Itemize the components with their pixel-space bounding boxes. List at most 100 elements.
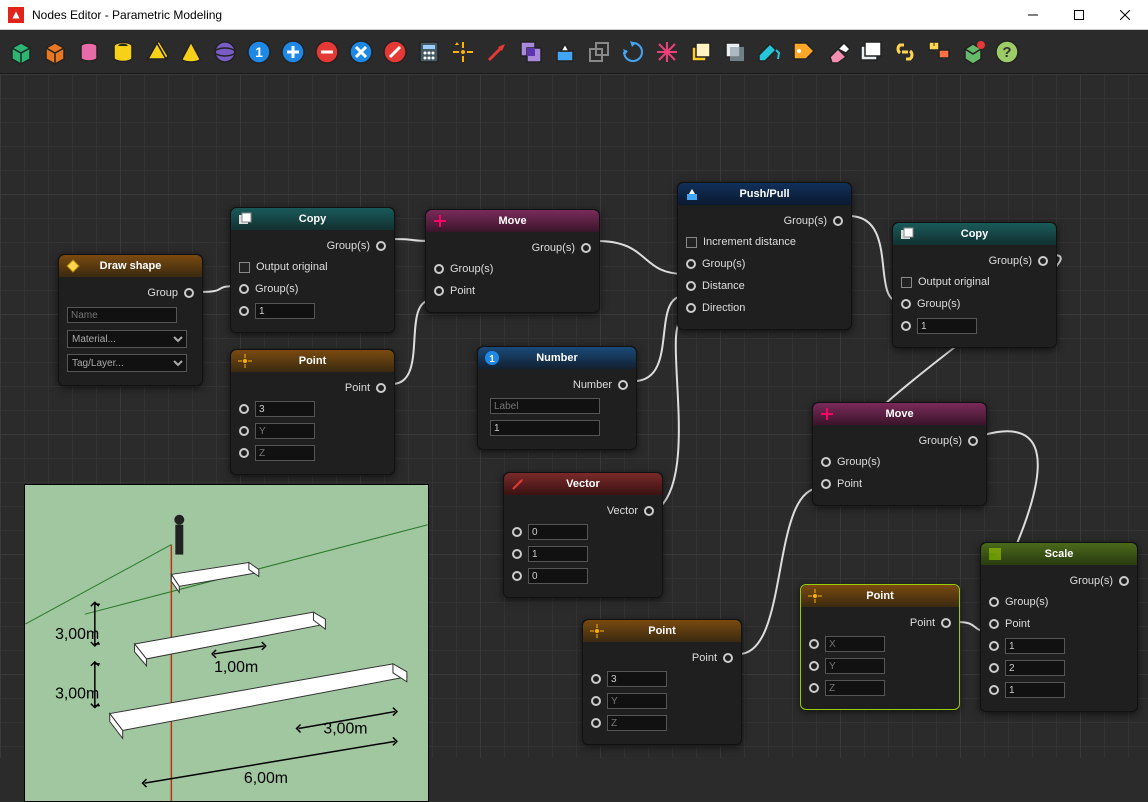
value-input[interactable] <box>607 671 667 687</box>
input-socket[interactable] <box>809 683 819 693</box>
input-socket[interactable] <box>989 641 999 651</box>
output-socket[interactable] <box>833 216 843 226</box>
output-socket[interactable] <box>618 380 628 390</box>
tool-subtract[interactable] <box>312 37 342 67</box>
input-socket[interactable] <box>901 299 911 309</box>
tool-comment[interactable] <box>924 37 954 67</box>
output-socket[interactable] <box>184 288 194 298</box>
node-scale1[interactable]: Scale Group(s)Group(s)Point <box>980 542 1138 712</box>
value-input[interactable] <box>255 445 315 461</box>
input-socket[interactable] <box>591 674 601 684</box>
node-header[interactable]: Move <box>426 210 599 232</box>
tool-point[interactable] <box>448 37 478 67</box>
input-socket[interactable] <box>239 284 249 294</box>
node-move1[interactable]: Move Group(s)Group(s)Point <box>425 209 600 313</box>
output-socket[interactable] <box>376 241 386 251</box>
tool-cone-yellow[interactable] <box>176 37 206 67</box>
tool-box-orange[interactable] <box>40 37 70 67</box>
input-socket[interactable] <box>989 619 999 629</box>
node-copy2[interactable]: Copy Group(s)Output originalGroup(s) <box>892 222 1057 348</box>
value-input[interactable] <box>825 680 885 696</box>
tool-scale[interactable] <box>652 37 682 67</box>
tool-vector[interactable] <box>482 37 512 67</box>
name-input[interactable] <box>67 307 177 323</box>
output-socket[interactable] <box>723 653 733 663</box>
node-header[interactable]: Push/Pull <box>678 183 851 205</box>
tool-intersect[interactable] <box>516 37 546 67</box>
input-socket[interactable] <box>989 663 999 673</box>
tool-rotate[interactable] <box>618 37 648 67</box>
value-input[interactable] <box>528 546 588 562</box>
node-header[interactable]: Copy <box>231 208 394 230</box>
input-socket[interactable] <box>809 661 819 671</box>
node-header[interactable]: 1 Number <box>478 347 636 369</box>
node-vector1[interactable]: Vector Vector <box>503 472 663 598</box>
output-socket[interactable] <box>1119 576 1129 586</box>
node-copy1[interactable]: Copy Group(s)Output originalGroup(s) <box>230 207 395 333</box>
maximize-button[interactable] <box>1056 0 1102 30</box>
node-header[interactable]: Copy <box>893 223 1056 245</box>
node-move2[interactable]: Move Group(s)Group(s)Point <box>812 402 987 506</box>
output-socket[interactable] <box>376 383 386 393</box>
value-input[interactable] <box>1005 638 1065 654</box>
input-socket[interactable] <box>686 303 696 313</box>
tool-help[interactable]: ? <box>992 37 1022 67</box>
input-socket[interactable] <box>989 685 999 695</box>
value-input[interactable] <box>255 303 315 319</box>
tool-pushpull[interactable] <box>550 37 580 67</box>
tool-group[interactable] <box>958 37 988 67</box>
node-drawshape[interactable]: Draw shape GroupMaterial...Tag/Layer... <box>58 254 203 386</box>
value-input[interactable] <box>825 658 885 674</box>
tool-prism-yellow[interactable] <box>142 37 172 67</box>
checkbox[interactable] <box>239 262 250 273</box>
input-socket[interactable] <box>434 286 444 296</box>
tool-erase[interactable] <box>822 37 852 67</box>
node-pushpull[interactable]: Push/Pull Group(s)Increment distanceGrou… <box>677 182 852 330</box>
input-socket[interactable] <box>512 571 522 581</box>
input-socket[interactable] <box>821 457 831 467</box>
input-socket[interactable] <box>512 527 522 537</box>
value-input[interactable] <box>917 318 977 334</box>
tool-calculator[interactable] <box>414 37 444 67</box>
input-socket[interactable] <box>239 306 249 316</box>
value-input[interactable] <box>255 423 315 439</box>
node-header[interactable]: Scale <box>981 543 1137 565</box>
input-socket[interactable] <box>239 404 249 414</box>
value-input[interactable] <box>528 568 588 584</box>
input-socket[interactable] <box>434 264 444 274</box>
node-point2[interactable]: Point Point <box>582 619 742 745</box>
tool-shadow[interactable] <box>720 37 750 67</box>
node-point3[interactable]: Point Point <box>800 584 960 710</box>
tool-move[interactable] <box>584 37 614 67</box>
node-header[interactable]: Point <box>801 585 959 607</box>
tool-multiply[interactable] <box>346 37 376 67</box>
value-input[interactable] <box>825 636 885 652</box>
value-input[interactable] <box>607 693 667 709</box>
output-socket[interactable] <box>581 243 591 253</box>
tool-number[interactable]: 1 <box>244 37 274 67</box>
output-socket[interactable] <box>1038 256 1048 266</box>
input-socket[interactable] <box>686 259 696 269</box>
close-button[interactable] <box>1102 0 1148 30</box>
node-header[interactable]: Draw shape <box>59 255 202 277</box>
node-canvas[interactable]: Draw shape GroupMaterial...Tag/Layer... … <box>0 74 1148 758</box>
minimize-button[interactable] <box>1010 0 1056 30</box>
tool-link[interactable] <box>890 37 920 67</box>
input-socket[interactable] <box>901 321 911 331</box>
input-socket[interactable] <box>591 718 601 728</box>
input-socket[interactable] <box>989 597 999 607</box>
input-socket[interactable] <box>686 281 696 291</box>
tool-copy[interactable] <box>686 37 716 67</box>
value-input[interactable] <box>490 420 600 436</box>
output-socket[interactable] <box>941 618 951 628</box>
material-select[interactable]: Material... <box>67 330 187 348</box>
label-input[interactable] <box>490 398 600 414</box>
output-socket[interactable] <box>968 436 978 446</box>
input-socket[interactable] <box>809 639 819 649</box>
output-socket[interactable] <box>644 506 654 516</box>
tool-select[interactable] <box>856 37 886 67</box>
checkbox[interactable] <box>686 237 697 248</box>
tag-select[interactable]: Tag/Layer... <box>67 354 187 372</box>
value-input[interactable] <box>528 524 588 540</box>
tool-divide[interactable] <box>380 37 410 67</box>
